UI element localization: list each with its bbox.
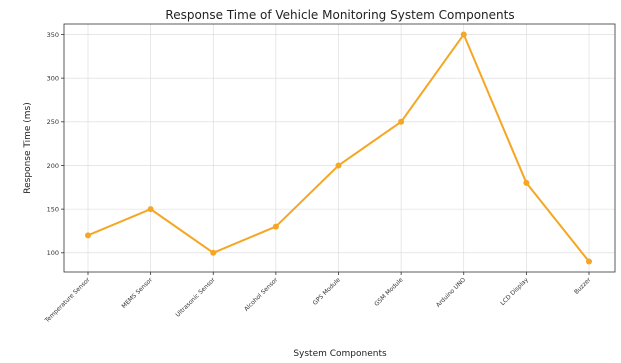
- data-point: [85, 232, 91, 239]
- data-point: [586, 258, 592, 265]
- y-tick-label: 300: [47, 74, 59, 82]
- series-layer: [85, 31, 592, 265]
- data-point: [272, 223, 279, 230]
- y-tick-label: 150: [47, 205, 59, 213]
- data-point: [210, 249, 217, 256]
- y-tick-label: 100: [47, 249, 59, 257]
- x-axis-label: System Components: [293, 349, 387, 359]
- data-point: [460, 31, 467, 38]
- y-tick-label: 350: [47, 31, 59, 39]
- y-tick-label: 200: [47, 162, 59, 170]
- data-point: [398, 118, 405, 125]
- x-tick-label: MEMS Sensor: [120, 276, 154, 310]
- chart-title: Response Time of Vehicle Monitoring Syst…: [165, 8, 514, 22]
- x-tick-label: GPS Module: [312, 276, 342, 306]
- x-tick-label: LCD Display: [499, 276, 530, 307]
- plot-frame: [63, 23, 616, 273]
- y-tick-label: 250: [47, 118, 59, 126]
- y-axis-label: Response Time (ms): [23, 102, 33, 193]
- tick-layer: 100 150 200 250 300 350 Temperature Sensor MEMS…: [43, 31, 593, 325]
- grid-layer: [64, 24, 615, 272]
- x-tick-label: Alcohol Sensor: [243, 276, 280, 313]
- x-tick-label: Arduino UNO: [435, 276, 468, 309]
- data-point: [335, 162, 342, 169]
- data-point: [147, 206, 154, 213]
- x-tick-label: Temperature Sensor: [43, 276, 92, 325]
- x-tick-label: GSM Module: [373, 276, 405, 308]
- data-point: [523, 179, 530, 186]
- x-tick-label: Ultrasonic Sensor: [175, 276, 218, 319]
- x-tick-label: Buzzer: [573, 276, 593, 296]
